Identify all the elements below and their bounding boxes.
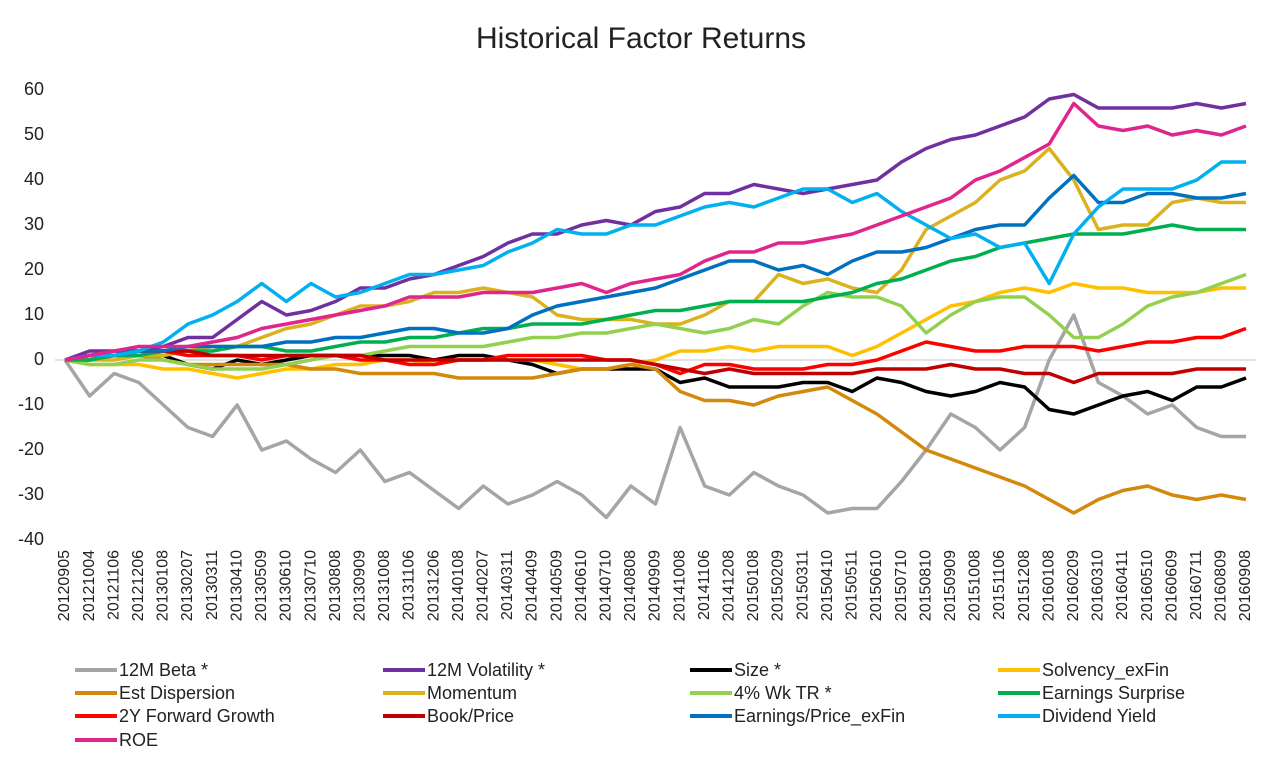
x-tick-label: 20121106 xyxy=(105,550,122,620)
series-line xyxy=(64,272,1247,371)
x-tick-label: 20130610 xyxy=(278,550,295,621)
x-tick-label: 20140610 xyxy=(573,550,590,621)
legend-label: 12M Volatility * xyxy=(427,660,545,680)
x-tick-label: 20140808 xyxy=(622,550,639,621)
x-tick-label: 20120905 xyxy=(56,550,73,621)
x-tick-label: 20130909 xyxy=(351,550,368,621)
x-tick-label: 20150710 xyxy=(893,550,910,621)
x-tick-label: 20160209 xyxy=(1065,550,1082,621)
x-tick-label: 20141208 xyxy=(721,550,738,621)
y-tick-label: -30 xyxy=(18,484,44,504)
legend-label: Earnings Surprise xyxy=(1042,683,1185,703)
series-line xyxy=(65,353,1247,515)
x-tick-label: 20140207 xyxy=(474,550,491,621)
x-tick-label: 20160809 xyxy=(1213,550,1230,621)
x-tick-label: 20160411 xyxy=(1114,550,1131,620)
x-tick-label: 20140409 xyxy=(524,550,541,621)
x-tick-label: 20160711 xyxy=(1188,550,1205,620)
series-line xyxy=(63,313,1246,520)
x-tick-label: 20150511 xyxy=(844,550,861,620)
x-tick-label: 20150810 xyxy=(917,550,934,621)
x-tick-label: 20160609 xyxy=(1163,550,1180,621)
x-tick-label: 20130311 xyxy=(204,550,221,620)
legend-label: Dividend Yield xyxy=(1042,706,1156,726)
series-line xyxy=(64,281,1246,380)
y-tick-label: 40 xyxy=(24,169,44,189)
legend-label: 4% Wk TR * xyxy=(734,683,832,703)
x-tick-label: 20131008 xyxy=(376,550,393,621)
x-tick-label: 20150909 xyxy=(942,550,959,621)
y-tick-label: 10 xyxy=(24,304,44,324)
legend-label: ROE xyxy=(119,730,158,750)
x-tick-label: 20140311 xyxy=(499,550,516,620)
x-tick-label: 20130710 xyxy=(302,550,319,621)
x-tick-label: 20121206 xyxy=(130,550,147,621)
y-tick-label: -40 xyxy=(18,529,44,549)
legend-label: Size * xyxy=(734,660,781,680)
series-line xyxy=(64,101,1247,362)
series-line xyxy=(64,92,1247,362)
y-tick-label: 20 xyxy=(24,259,44,279)
x-tick-label: 20151208 xyxy=(1016,550,1033,621)
x-tick-label: 20140909 xyxy=(647,550,664,621)
y-tick-label: -20 xyxy=(18,439,44,459)
legend-label: 2Y Forward Growth xyxy=(119,706,275,726)
y-tick-label: 60 xyxy=(24,79,44,99)
x-tick-label: 20121004 xyxy=(81,550,98,621)
x-tick-label: 20160510 xyxy=(1139,550,1156,621)
legend-label: Momentum xyxy=(427,683,517,703)
x-tick-label: 20150610 xyxy=(868,550,885,621)
x-tick-label: 20150410 xyxy=(819,550,836,621)
x-tick-label: 20140710 xyxy=(598,550,615,621)
x-tick-label: 20140108 xyxy=(450,550,467,621)
series-line xyxy=(64,173,1247,362)
x-tick-label: 20151008 xyxy=(967,550,984,621)
x-tick-label: 20130108 xyxy=(155,550,172,621)
legend-label: Earnings/Price_exFin xyxy=(734,706,905,727)
legend-label: Solvency_exFin xyxy=(1042,660,1169,681)
x-tick-label: 20130509 xyxy=(253,550,270,621)
legend-label: Est Dispersion xyxy=(119,683,235,703)
y-tick-label: 50 xyxy=(24,124,44,144)
x-tick-label: 20150108 xyxy=(745,550,762,621)
legend-label: 12M Beta * xyxy=(119,660,208,680)
x-tick-label: 20150209 xyxy=(770,550,787,621)
y-tick-label: 0 xyxy=(34,349,44,369)
y-tick-label: 30 xyxy=(24,214,44,234)
x-tick-label: 20151106 xyxy=(991,550,1008,620)
series-line xyxy=(64,349,1246,385)
x-tick-label: 20131206 xyxy=(425,550,442,621)
x-tick-label: 20160310 xyxy=(1090,550,1107,621)
chart-title: Historical Factor Returns xyxy=(476,22,806,55)
series-line xyxy=(64,160,1246,362)
y-tick-label: -10 xyxy=(18,394,44,414)
x-tick-label: 20160908 xyxy=(1237,550,1254,621)
x-tick-label: 20130808 xyxy=(327,550,344,621)
x-tick-label: 20140509 xyxy=(548,550,565,621)
legend-label: Book/Price xyxy=(427,706,514,726)
x-tick-label: 20150311 xyxy=(794,550,811,620)
x-tick-label: 20160108 xyxy=(1040,550,1057,621)
x-tick-label: 20130410 xyxy=(228,550,245,621)
x-tick-label: 20131106 xyxy=(401,550,418,620)
x-tick-label: 20141008 xyxy=(671,550,688,621)
x-tick-label: 20130207 xyxy=(179,550,196,621)
x-tick-label: 20141106 xyxy=(696,550,713,620)
